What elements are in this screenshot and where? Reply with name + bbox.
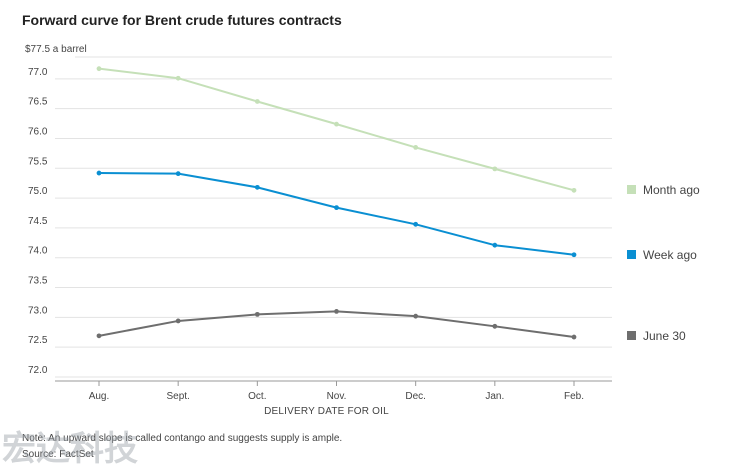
legend-swatch (627, 331, 636, 340)
data-point (254, 99, 260, 104)
x-tick-label: Feb. (564, 391, 584, 402)
data-point (334, 205, 339, 211)
data-point (254, 184, 260, 190)
data-point (413, 221, 419, 227)
series-week-ago (96, 170, 577, 258)
y-tick-label: 75.0 (28, 186, 48, 197)
x-axis-title: DELIVERY DATE FOR OIL (264, 406, 389, 417)
y-tick-label: 74.0 (28, 246, 48, 257)
data-point (96, 333, 102, 339)
y-tick-label: 74.5 (28, 216, 48, 227)
legend-label: Week ago (643, 248, 697, 262)
data-point (413, 145, 419, 150)
y-tick-label: 77.0 (28, 67, 48, 78)
data-point (413, 313, 419, 319)
x-tick-label: Aug. (89, 391, 110, 402)
data-point (175, 75, 181, 81)
y-tick-label: 72.5 (28, 335, 48, 346)
legend-item: June 30 (627, 329, 686, 343)
y-tick-label: 76.5 (28, 97, 48, 108)
y-tick-label: 72.0 (28, 365, 48, 376)
series-month-ago (96, 66, 577, 193)
y-tick-label: 76.0 (28, 126, 48, 137)
data-point (254, 311, 260, 317)
x-tick-label: Oct. (248, 391, 266, 402)
data-point (571, 334, 577, 340)
data-point (492, 242, 498, 248)
legend-swatch (627, 250, 636, 259)
chart-title: Forward curve for Brent crude futures co… (22, 12, 342, 28)
data-point (492, 323, 498, 329)
y-tick-label: 73.0 (28, 305, 48, 316)
data-point (96, 170, 102, 176)
series-lines (96, 66, 577, 340)
legend-label: June 30 (643, 329, 686, 343)
legend: Month ago Week ago June 30 (627, 183, 700, 343)
series-line-june-30 (98, 310, 575, 339)
legend-item: Week ago (627, 248, 697, 262)
legend-label: Month ago (643, 183, 700, 197)
watermark-logo: 宏达科技 (2, 429, 138, 468)
y-tick-label: 75.5 (28, 156, 48, 167)
legend-item: Month ago (627, 183, 700, 197)
x-tick-label: Jan. (485, 391, 504, 402)
x-tick-label: Dec. (405, 391, 426, 402)
data-point (334, 121, 339, 127)
data-point (175, 318, 181, 324)
x-tick-label: Sept. (166, 391, 189, 402)
chart-note: Note: An upward slope is called contango… (22, 433, 343, 444)
series-line-month-ago (98, 67, 575, 192)
x-tick-label: Nov. (327, 391, 347, 402)
series-june-30 (96, 309, 577, 340)
watermark-text: 宏达科技 (2, 429, 138, 468)
gridlines (55, 56, 612, 378)
y-axis-unit-label: $77.5 a barrel (25, 44, 87, 55)
chart-source: Source: FactSet (22, 449, 94, 460)
data-point (571, 252, 577, 258)
data-point (175, 171, 181, 177)
y-tick-label: 73.5 (28, 276, 48, 287)
x-axis: Aug. Sept. Oct. Nov. Dec. Jan. Feb. (55, 380, 612, 402)
data-point (492, 166, 498, 172)
data-point (334, 309, 339, 314)
series-line-week-ago (98, 172, 575, 256)
data-point (96, 66, 102, 72)
legend-swatch (627, 185, 636, 194)
data-point (571, 187, 577, 193)
y-axis-ticks: 72.0 72.5 73.0 73.5 74.0 74.5 75.0 75.5 76.0 76.5… (28, 67, 48, 376)
